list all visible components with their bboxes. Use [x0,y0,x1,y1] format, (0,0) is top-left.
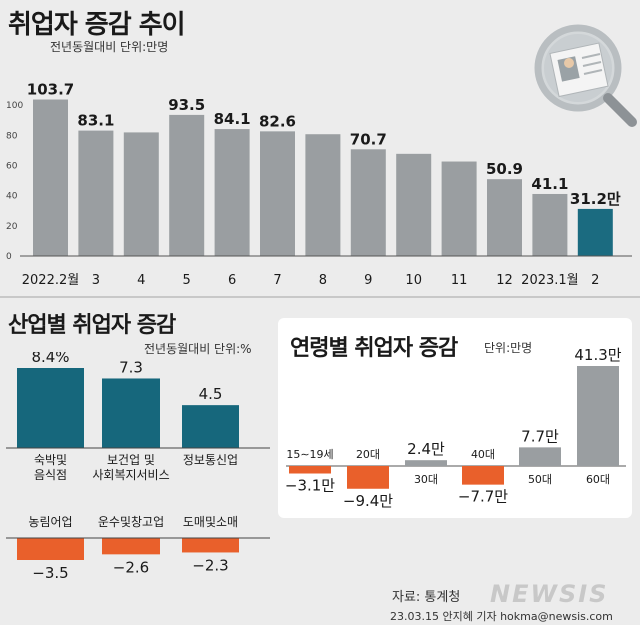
industry-bar-1 [102,378,160,448]
age-value-4: 7.7만 [521,427,559,445]
age-value-2: 2.4만 [407,440,445,458]
industry-bar-0 [17,368,84,448]
y-tick-label-5: 100 [6,101,23,111]
industry-label-1-0: 보건업 및 [107,453,155,467]
industry-bar-4 [102,538,160,555]
age-bar-3 [462,466,504,485]
x-tick-label-4: 6 [228,273,236,288]
age-label-0: 15∼19세 [286,448,333,461]
industry-label-0-1: 음식점 [34,468,67,482]
bar-12 [577,208,613,256]
bar-4 [214,129,250,256]
page-title: 취업자 증감 추이 [8,10,186,40]
data-label-12: 31.2만 [570,190,621,208]
bar-9 [441,161,477,256]
bar-6 [305,134,341,256]
y-tick-label-1: 20 [6,222,18,232]
age-label-1: 20대 [356,448,380,461]
industry-value-1: 7.3 [119,358,143,376]
bar-2 [123,132,159,256]
industry-value-4: −2.6 [113,558,149,576]
age-bar-0 [289,466,331,474]
age-value-1: −9.4만 [343,492,393,510]
x-tick-label-0: 2022.2월 [22,273,79,288]
x-tick-label-12: 2 [591,273,599,288]
y-tick-label-3: 60 [6,161,18,171]
x-tick-label-8: 10 [405,273,422,288]
age-section-title: 연령별 취업자 증감 [290,336,458,361]
age-value-0: −3.1만 [285,477,335,495]
industry-label-1-1: 사회복지서비스 [92,468,169,482]
industry-bar-2 [182,405,239,448]
industry-label-2-0: 정보통신업 [183,453,238,467]
data-label-3: 93.5 [168,96,205,114]
industry-bar-5 [182,538,239,553]
industry-label-5: 도매및소매 [183,515,238,529]
data-label-11: 41.1 [531,175,568,193]
data-label-4: 84.1 [214,110,251,128]
section-divider [0,296,640,298]
x-tick-label-9: 11 [451,273,468,288]
age-bar-5 [577,366,619,466]
magnifier-icon [534,24,637,127]
x-tick-label-1: 3 [92,273,100,288]
age-value-3: −7.7만 [458,488,508,506]
source-label: 자료: 통계청 [392,590,461,605]
age-label-5: 60대 [586,473,610,486]
credit-label: 23.03.15 안지혜 기자 hokma@newsis.com [390,610,613,623]
x-tick-label-2: 4 [137,273,145,288]
age-label-3: 40대 [471,448,495,461]
industry-chart-unit: 전년동월대비 단위:% [144,342,252,356]
bar-8 [396,153,432,256]
data-label-1: 83.1 [77,112,114,130]
main-chart-unit: 전년동월대비 단위:만명 [50,40,169,54]
age-label-4: 50대 [528,473,552,486]
x-tick-label-5: 7 [273,273,281,288]
industry-label-4: 운수및창고업 [98,515,164,529]
x-tick-label-6: 8 [319,273,327,288]
bar-1 [78,130,114,256]
bar-3 [169,114,205,257]
industry-section-title: 산업별 취업자 증감 [8,313,176,338]
industry-label-0-0: 숙박및 [34,453,67,467]
y-tick-label-4: 80 [6,131,18,141]
data-label-10: 50.9 [486,160,523,178]
data-label-7: 70.7 [350,130,387,148]
age-chart-unit: 단위:만명 [484,341,533,355]
x-tick-label-3: 5 [183,273,191,288]
age-bar-2 [405,460,447,466]
y-tick-label-0: 0 [6,252,12,262]
bar-11 [532,193,568,256]
industry-label-3: 농림어업 [28,515,72,529]
bar-0 [33,99,68,257]
industry-value-3: −3.5 [32,564,68,582]
x-tick-label-11: 2023.1월 [521,273,578,288]
employment-trend-chart: 0 20 40 60 80 100 103.7 2022.2월 83.1 3 4 93.5 5 84.1 6… [6,81,632,288]
data-label-0: 103.7 [27,81,74,99]
y-tick-label-2: 40 [6,192,18,202]
industry-bar-3 [17,538,84,560]
x-tick-label-7: 9 [364,273,372,288]
x-tick-label-10: 12 [496,273,513,288]
age-value-5: 41.3만 [574,346,621,364]
age-chart: −3.1만 15∼19세 −9.4만 20대 2.4만 30대 −7.7만 40대 7.7만 50… [285,346,626,510]
bar-5 [260,131,295,256]
data-label-5: 82.6 [259,112,296,130]
bar-10 [487,179,522,256]
industry-value-0: 8.4% [31,352,69,366]
bar-7 [350,149,386,256]
age-bar-4 [519,447,561,466]
age-label-2: 30대 [414,473,438,486]
age-bar-1 [347,466,389,489]
newsis-logo: NEWSIS [490,580,609,608]
industry-value-5: −2.3 [192,556,228,574]
age-panel [278,318,632,518]
industry-value-2: 4.5 [199,385,223,403]
